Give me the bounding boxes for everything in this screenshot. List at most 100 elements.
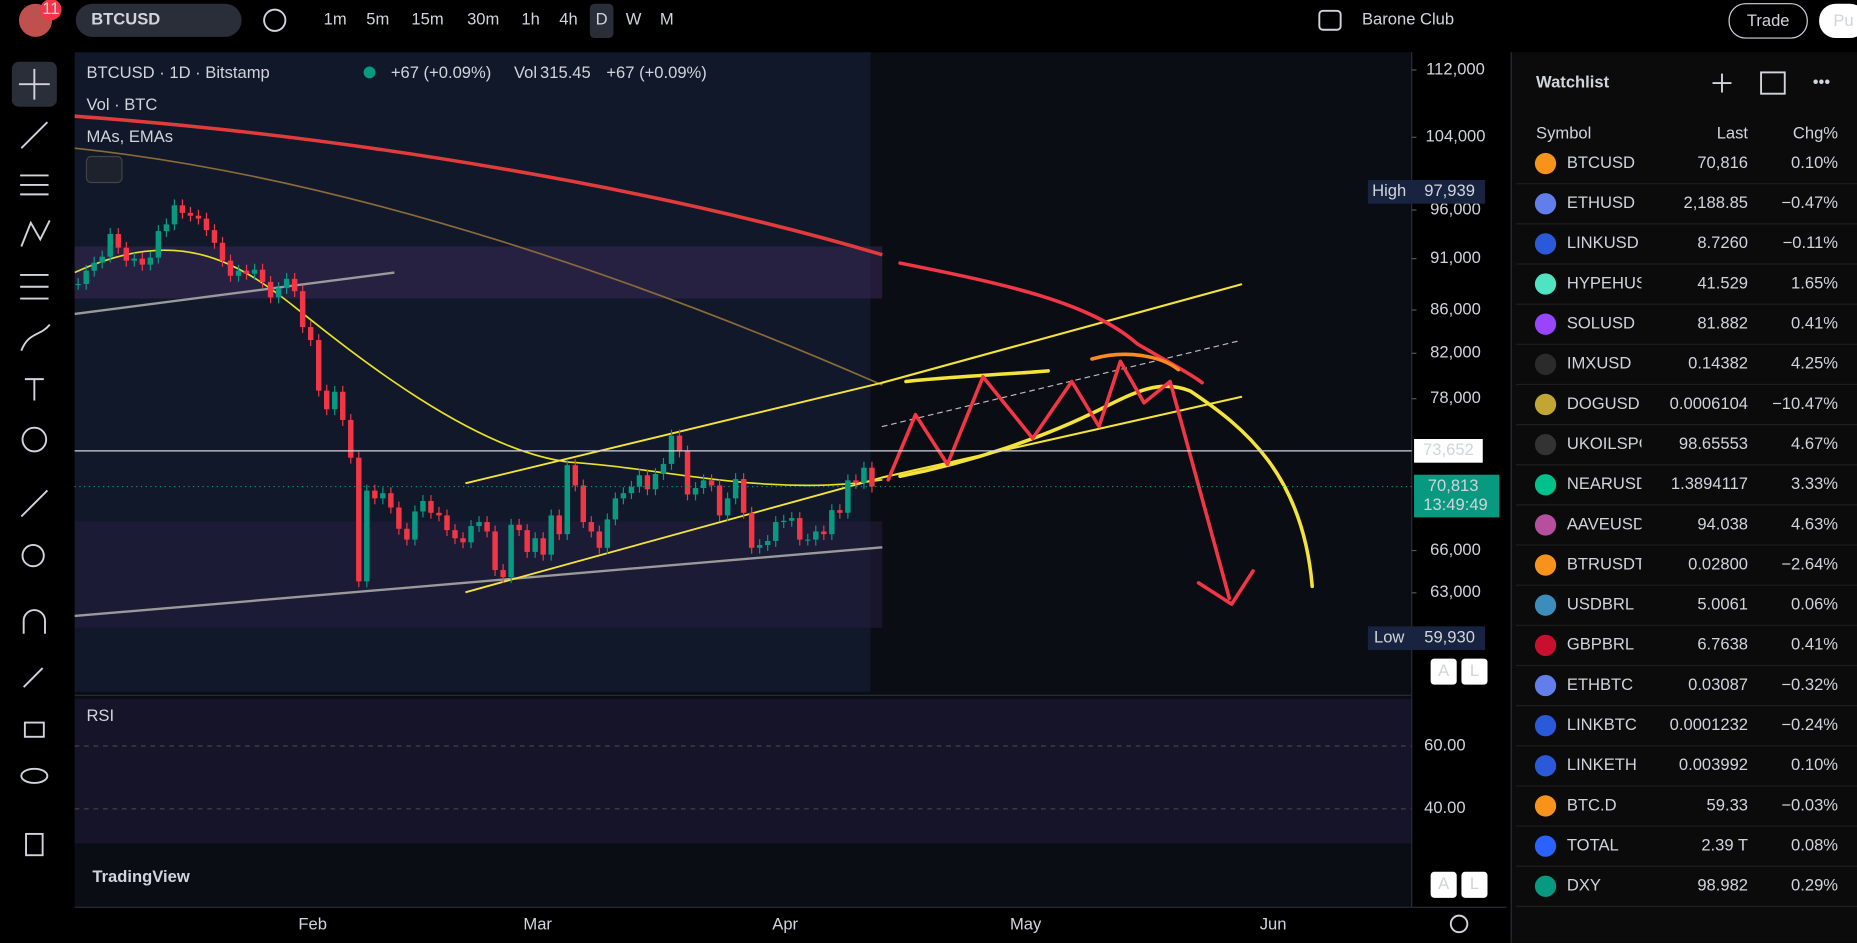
symbol-icon xyxy=(1534,594,1557,616)
visibility-tool[interactable] xyxy=(20,767,49,784)
scale-button[interactable] xyxy=(1461,658,1488,685)
symbol[interactable]: BTC.D xyxy=(1567,795,1617,814)
scale-button[interactable] xyxy=(1430,871,1457,898)
candle xyxy=(789,518,795,521)
more[interactable]: ••• xyxy=(1813,72,1831,91)
symbol[interactable]: GBPBRL xyxy=(1567,635,1634,654)
stroke xyxy=(898,261,1204,385)
candle xyxy=(660,463,667,474)
candle xyxy=(821,531,827,535)
last-price: 1.3894117 xyxy=(1671,474,1748,493)
layout-icon[interactable] xyxy=(1318,9,1342,31)
layout-name[interactable]: Barone Club xyxy=(1362,10,1454,29)
symbol[interactable]: UKOILSPOT xyxy=(1567,434,1662,453)
text-tool[interactable] xyxy=(24,378,44,401)
y-tick-label: 104,000 xyxy=(1426,127,1486,146)
forecast-tool[interactable] xyxy=(20,273,49,300)
candle xyxy=(147,257,154,265)
symbol[interactable]: LINKBTC xyxy=(1567,715,1637,734)
candle xyxy=(861,467,867,483)
collapse-button[interactable] xyxy=(85,155,123,184)
emoji-tool[interactable] xyxy=(21,426,48,453)
symbol[interactable]: LINKETH xyxy=(1567,755,1637,774)
symbol[interactable]: TOTAL xyxy=(1567,835,1619,854)
interval[interactable]: 4h xyxy=(559,10,577,29)
volume-change: +67 (+0.09%) xyxy=(606,63,706,82)
symbol[interactable]: IMXUSD xyxy=(1567,354,1632,373)
symbol[interactable]: NEARUSD xyxy=(1567,474,1648,493)
candle xyxy=(716,485,723,516)
line-tool[interactable] xyxy=(20,121,49,149)
candle xyxy=(805,539,811,541)
x-tick-label: Mar xyxy=(523,914,552,933)
dynamic: 1m 5m 15m 30m 1h 4h D W M 112,000 104,000 96,000 91,… xyxy=(74,3,1857,933)
screener[interactable] xyxy=(1760,71,1786,95)
candle xyxy=(388,493,394,508)
fib-tool[interactable] xyxy=(20,174,49,196)
symbol[interactable]: BTRUSDT xyxy=(1567,554,1645,573)
magnet-tool[interactable] xyxy=(22,609,46,634)
channel-projection xyxy=(881,283,1243,479)
symbol[interactable]: DOGUSD xyxy=(1567,394,1640,413)
symbol[interactable]: LINKUSD xyxy=(1567,233,1639,252)
profile-band xyxy=(74,521,883,628)
symbol[interactable]: USDBRL xyxy=(1567,595,1634,614)
y-tick-label: 112,000 xyxy=(1426,59,1485,78)
symbol[interactable]: BTCUSD xyxy=(1567,153,1635,172)
symbol-icon xyxy=(1534,514,1557,536)
candle xyxy=(219,242,226,261)
candle xyxy=(516,524,522,531)
candle xyxy=(772,522,779,541)
candle xyxy=(123,247,129,261)
interval[interactable]: D xyxy=(596,10,608,29)
candle xyxy=(524,530,530,552)
publish-button[interactable] xyxy=(1819,3,1857,39)
chart-title: BTCUSD · 1D · Bitstamp xyxy=(86,63,269,82)
symbol-icon xyxy=(1534,714,1557,737)
symbol[interactable]: AAVEUSD xyxy=(1567,514,1645,533)
ruler-tool[interactable] xyxy=(20,489,49,518)
symbol-search[interactable] xyxy=(75,3,242,37)
interval[interactable]: M xyxy=(660,10,674,29)
interval[interactable]: W xyxy=(626,10,642,29)
last-price: 8.7260 xyxy=(1697,233,1748,252)
trade-button[interactable] xyxy=(1728,3,1808,39)
ma-200 xyxy=(74,114,883,257)
interval[interactable]: 1h xyxy=(521,10,539,29)
scale-button[interactable] xyxy=(1430,658,1457,685)
add-watchlist[interactable] xyxy=(1712,73,1732,93)
symbol[interactable]: SOLUSD xyxy=(1567,314,1635,333)
interval[interactable]: 15m xyxy=(411,10,443,29)
interval[interactable]: 5m xyxy=(366,10,389,29)
candle xyxy=(644,475,651,490)
interval[interactable]: 1m xyxy=(324,10,347,29)
y-tick-label: 66,000 xyxy=(1430,540,1481,559)
candle xyxy=(243,270,250,274)
last-price: 70,816 xyxy=(1697,153,1748,172)
symbol[interactable]: HYPEHUSD xyxy=(1567,273,1659,292)
symbol[interactable]: ETHBTC xyxy=(1567,675,1633,694)
candle xyxy=(291,278,298,292)
zoom-tool[interactable] xyxy=(21,543,45,568)
trash-tool[interactable] xyxy=(25,832,44,857)
candle xyxy=(404,528,410,540)
symbol[interactable]: DXY xyxy=(1567,876,1601,895)
lock-draw-tool[interactable] xyxy=(23,667,44,688)
candle xyxy=(740,479,747,513)
scale-button[interactable] xyxy=(1461,871,1488,898)
lock-tool[interactable] xyxy=(23,721,45,738)
candle xyxy=(364,490,370,582)
candle xyxy=(532,538,538,552)
add-symbol[interactable] xyxy=(263,8,287,32)
candle xyxy=(668,435,675,464)
last-price: 0.0001232 xyxy=(1670,715,1748,734)
change: −0.47% xyxy=(1781,193,1838,212)
symbol[interactable]: ETHUSD xyxy=(1567,193,1635,212)
crosshair-tool[interactable] xyxy=(18,68,50,100)
settings[interactable] xyxy=(1449,914,1469,934)
candle xyxy=(460,538,466,543)
brush-tool[interactable] xyxy=(20,324,51,352)
interval[interactable]: 30m xyxy=(467,10,499,29)
pattern-tool[interactable] xyxy=(20,220,51,247)
watchlist-title[interactable]: Watchlist xyxy=(1536,72,1610,91)
